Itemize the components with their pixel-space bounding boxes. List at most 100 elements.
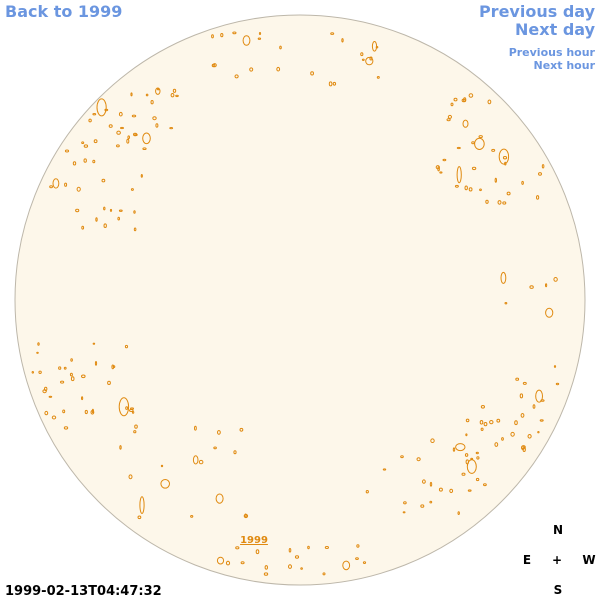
contour [58, 366, 62, 370]
contour [255, 549, 260, 555]
contour [537, 431, 540, 434]
contour [232, 31, 237, 35]
contour [215, 493, 224, 504]
contour [476, 456, 480, 460]
contour [120, 126, 124, 130]
contour [213, 446, 217, 450]
contour [382, 468, 387, 471]
contour [90, 410, 95, 415]
contour [155, 87, 161, 95]
contour [194, 425, 197, 431]
contour [555, 382, 560, 386]
contour [420, 504, 425, 508]
contour [307, 545, 310, 550]
contour [133, 210, 136, 214]
contour [118, 111, 123, 117]
contour [101, 178, 106, 183]
contour [539, 419, 544, 422]
contour [480, 427, 484, 431]
contour [38, 370, 42, 374]
contour [244, 513, 247, 518]
contour [258, 32, 262, 35]
contour [462, 119, 469, 128]
contour [48, 395, 53, 398]
contour [324, 546, 329, 549]
contour [376, 76, 380, 79]
contour [192, 455, 199, 465]
contour [322, 572, 326, 576]
contour [125, 406, 129, 410]
contour [446, 118, 451, 122]
contour [452, 447, 456, 452]
contour [521, 445, 525, 450]
contour [422, 479, 426, 484]
contour [461, 472, 466, 476]
contour [156, 88, 160, 91]
year-link[interactable]: 1999 [240, 535, 268, 546]
contour [498, 148, 510, 165]
contour [109, 208, 113, 212]
contour [538, 172, 542, 176]
contour [515, 377, 520, 381]
contour [133, 227, 137, 232]
contour [483, 483, 487, 487]
contour [464, 453, 469, 457]
contour [62, 409, 66, 414]
contour [532, 404, 536, 409]
contour [175, 94, 179, 98]
contour [288, 564, 292, 569]
contour [81, 141, 85, 144]
contour [242, 35, 251, 46]
contour [103, 223, 107, 228]
contour [31, 371, 34, 374]
contour [439, 171, 443, 174]
contour [545, 283, 548, 288]
contour [362, 561, 367, 564]
contour [479, 420, 484, 425]
contour [92, 113, 97, 116]
contour [489, 420, 494, 425]
contour [276, 66, 281, 72]
previous-day-link[interactable]: Previous day [479, 2, 596, 21]
next-hour-link[interactable]: Next hour [534, 59, 596, 72]
contour [478, 135, 483, 139]
contour [169, 127, 174, 130]
contour [263, 572, 269, 576]
contour [455, 443, 466, 452]
contour [155, 123, 159, 128]
contour [535, 389, 543, 403]
contour [450, 102, 454, 107]
solar-disk [14, 14, 586, 586]
contour [211, 34, 214, 39]
contour [429, 481, 433, 487]
contour [536, 195, 540, 200]
contour [81, 225, 85, 230]
contour [142, 147, 147, 150]
contour [84, 409, 88, 415]
contour [211, 63, 216, 68]
next-day-link[interactable]: Next day [515, 20, 596, 39]
contour [170, 93, 175, 98]
contour [152, 116, 157, 121]
contour [465, 433, 468, 437]
contour [145, 93, 149, 97]
contour [64, 149, 70, 153]
compass-center: + [552, 553, 562, 567]
contour [522, 381, 527, 385]
contour [471, 166, 477, 171]
contour [133, 132, 138, 137]
back-link[interactable]: Back to 1999 [5, 2, 122, 21]
contour [540, 399, 545, 402]
contour [457, 511, 460, 515]
contour [93, 139, 98, 144]
contour [416, 457, 421, 462]
contour [63, 426, 69, 430]
contour [369, 56, 373, 61]
contour [502, 156, 508, 160]
contour [126, 138, 130, 144]
contour [134, 424, 138, 429]
contour [127, 135, 130, 140]
previous-hour-link[interactable]: Previous hour [509, 46, 596, 59]
contour [504, 161, 507, 166]
